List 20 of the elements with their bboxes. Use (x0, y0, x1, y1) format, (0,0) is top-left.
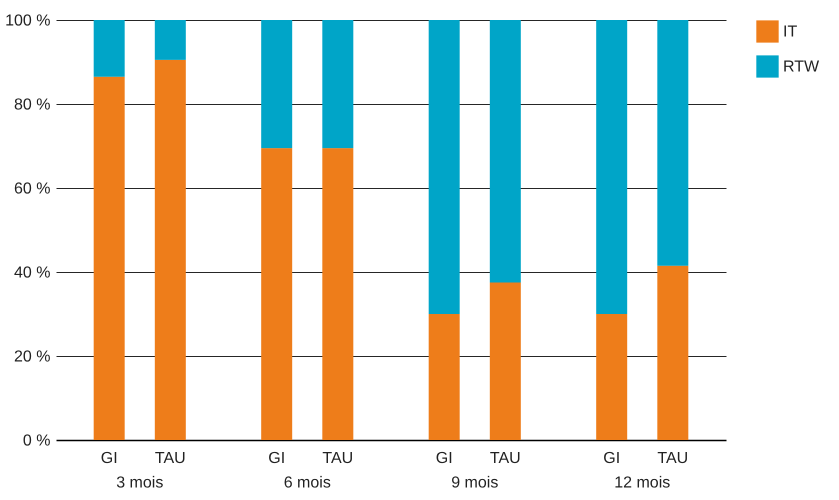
y-tick-label: 0 % (22, 432, 50, 450)
y-tick-label: 80 % (14, 96, 50, 114)
text: 3 mois (116, 474, 164, 492)
x-tick-label: TAU (490, 450, 521, 467)
x-tick-label: TAU (322, 450, 354, 467)
text: 9 mois (451, 474, 498, 492)
legend-label: RTW (783, 58, 820, 76)
y-tick-label: 100 % (5, 12, 50, 30)
x-tick-label: GI (100, 450, 118, 467)
text: 6 mois (284, 474, 331, 492)
x-tick-label: TAU (154, 450, 186, 467)
y-tick-label: 20 % (14, 348, 50, 366)
x-tick-label: GI (603, 450, 620, 467)
y-tick-label: 40 % (14, 264, 50, 282)
x-tick-label: GI (268, 450, 286, 467)
legend-label: IT (783, 24, 798, 40)
text: 12 mois (614, 474, 670, 492)
x-tick-label: TAU (657, 450, 688, 467)
x-tick-label: GI (436, 450, 453, 467)
y-tick-label: 60 % (14, 180, 50, 198)
